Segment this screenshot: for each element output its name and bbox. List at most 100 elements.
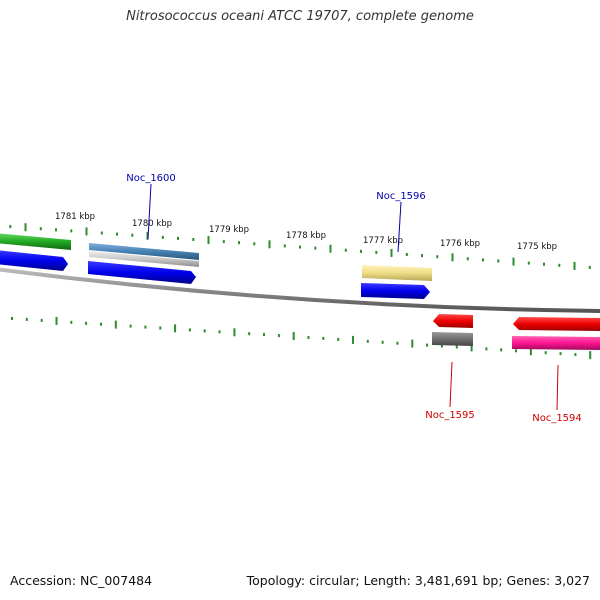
minor-tick bbox=[527, 261, 530, 265]
minor-tick bbox=[248, 332, 251, 336]
major-tick bbox=[589, 351, 592, 360]
minor-tick bbox=[366, 339, 369, 343]
minor-tick bbox=[85, 321, 88, 325]
minor-tick bbox=[574, 353, 577, 357]
cog-feature-khaki[interactable] bbox=[362, 265, 432, 281]
minor-tick bbox=[11, 317, 13, 320]
tick-label: 1781 kbp bbox=[55, 212, 95, 222]
gene-label-noc-1600[interactable]: Noc_1600 bbox=[126, 173, 176, 240]
minor-tick bbox=[426, 343, 429, 347]
minor-tick bbox=[405, 253, 408, 256]
minor-tick bbox=[344, 248, 347, 252]
major-tick bbox=[233, 328, 236, 337]
cog-feature-green[interactable] bbox=[0, 233, 71, 250]
cds-forward[interactable] bbox=[0, 250, 68, 271]
minor-tick bbox=[222, 240, 225, 244]
rna-feature[interactable] bbox=[512, 336, 600, 350]
inner-tick-track bbox=[11, 316, 592, 360]
minor-tick bbox=[396, 341, 399, 345]
minor-tick bbox=[192, 238, 195, 241]
minor-tick bbox=[558, 263, 561, 267]
minor-tick bbox=[9, 225, 12, 229]
minor-tick bbox=[299, 245, 301, 249]
gene-label-noc-1595[interactable]: Noc_1595 bbox=[425, 361, 475, 421]
major-tick bbox=[352, 335, 354, 344]
genome-backbone bbox=[0, 267, 600, 313]
major-tick bbox=[512, 257, 515, 266]
cds-reverse[interactable] bbox=[433, 314, 473, 328]
accession-text: Accession: NC_007484 bbox=[10, 573, 153, 588]
minor-tick bbox=[381, 340, 384, 344]
minor-tick bbox=[482, 258, 484, 262]
major-tick bbox=[268, 240, 271, 249]
major-tick bbox=[451, 253, 454, 262]
minor-tick bbox=[544, 351, 547, 355]
cog-feature-silver[interactable] bbox=[89, 251, 199, 267]
minor-tick bbox=[40, 318, 43, 322]
minor-tick bbox=[253, 242, 256, 246]
minor-tick bbox=[116, 232, 118, 236]
cds-forward[interactable] bbox=[88, 261, 196, 284]
minor-tick bbox=[314, 246, 317, 250]
minor-tick bbox=[25, 317, 28, 321]
minor-tick bbox=[497, 259, 500, 263]
gene-label-text: Noc_1600 bbox=[126, 173, 176, 184]
cog-feature-steelblue[interactable] bbox=[89, 243, 199, 260]
major-tick bbox=[85, 227, 88, 236]
major-tick bbox=[24, 223, 27, 232]
major-tick bbox=[55, 316, 58, 325]
gene-label-text: Noc_1595 bbox=[425, 410, 475, 421]
tick-label: 1778 kbp bbox=[286, 231, 326, 241]
major-tick bbox=[292, 332, 295, 341]
minor-tick bbox=[322, 336, 325, 340]
minor-tick bbox=[515, 349, 517, 353]
minor-tick bbox=[55, 228, 57, 232]
tick-label: 1775 kbp bbox=[517, 242, 557, 252]
cds-forward[interactable] bbox=[361, 283, 430, 299]
minor-tick bbox=[144, 325, 147, 329]
minor-tick bbox=[543, 262, 545, 266]
minor-tick bbox=[177, 236, 179, 240]
minor-tick bbox=[588, 265, 591, 269]
minor-tick bbox=[188, 328, 191, 332]
genome-title: Nitrosococcus oceani ATCC 19707, complet… bbox=[126, 9, 474, 24]
minor-tick bbox=[436, 255, 439, 259]
minor-tick bbox=[238, 241, 240, 245]
tick-label: 1776 kbp bbox=[440, 239, 480, 249]
minor-tick bbox=[159, 326, 162, 330]
minor-tick bbox=[466, 257, 469, 261]
minor-tick bbox=[203, 329, 206, 333]
major-tick bbox=[529, 347, 532, 356]
major-tick bbox=[411, 339, 414, 348]
minor-tick bbox=[100, 231, 103, 235]
minor-tick bbox=[131, 233, 134, 237]
major-tick bbox=[390, 248, 393, 257]
outer-tick-track bbox=[9, 223, 591, 270]
tick-label: 1779 kbp bbox=[209, 225, 249, 235]
major-tick bbox=[174, 324, 177, 333]
minor-tick bbox=[421, 254, 423, 258]
minor-tick bbox=[440, 344, 443, 348]
minor-tick bbox=[283, 244, 286, 248]
cds-reverse[interactable] bbox=[513, 317, 600, 331]
minor-tick bbox=[39, 227, 42, 231]
minor-tick bbox=[277, 334, 280, 338]
minor-tick bbox=[485, 347, 488, 351]
major-tick bbox=[573, 261, 576, 270]
gene-label-noc-1594[interactable]: Noc_1594 bbox=[532, 364, 582, 424]
tick-labels: 1781 kbp 1780 kbp 1779 kbp 1778 kbp 1777… bbox=[55, 212, 557, 252]
genome-summary-text: Topology: circular; Length: 3,481,691 bp… bbox=[246, 573, 590, 588]
pseudogene-feature[interactable] bbox=[432, 332, 473, 346]
major-tick bbox=[146, 231, 149, 240]
minor-tick bbox=[375, 250, 378, 254]
minor-tick bbox=[129, 324, 132, 328]
tick-label: 1780 kbp bbox=[132, 219, 172, 229]
major-tick bbox=[207, 236, 210, 245]
gene-label-text: Noc_1594 bbox=[532, 413, 582, 424]
minor-tick bbox=[360, 249, 362, 253]
major-tick bbox=[114, 320, 117, 329]
minor-tick bbox=[559, 352, 562, 356]
minor-tick bbox=[307, 336, 310, 339]
gene-label-noc-1596[interactable]: Noc_1596 bbox=[376, 191, 426, 253]
